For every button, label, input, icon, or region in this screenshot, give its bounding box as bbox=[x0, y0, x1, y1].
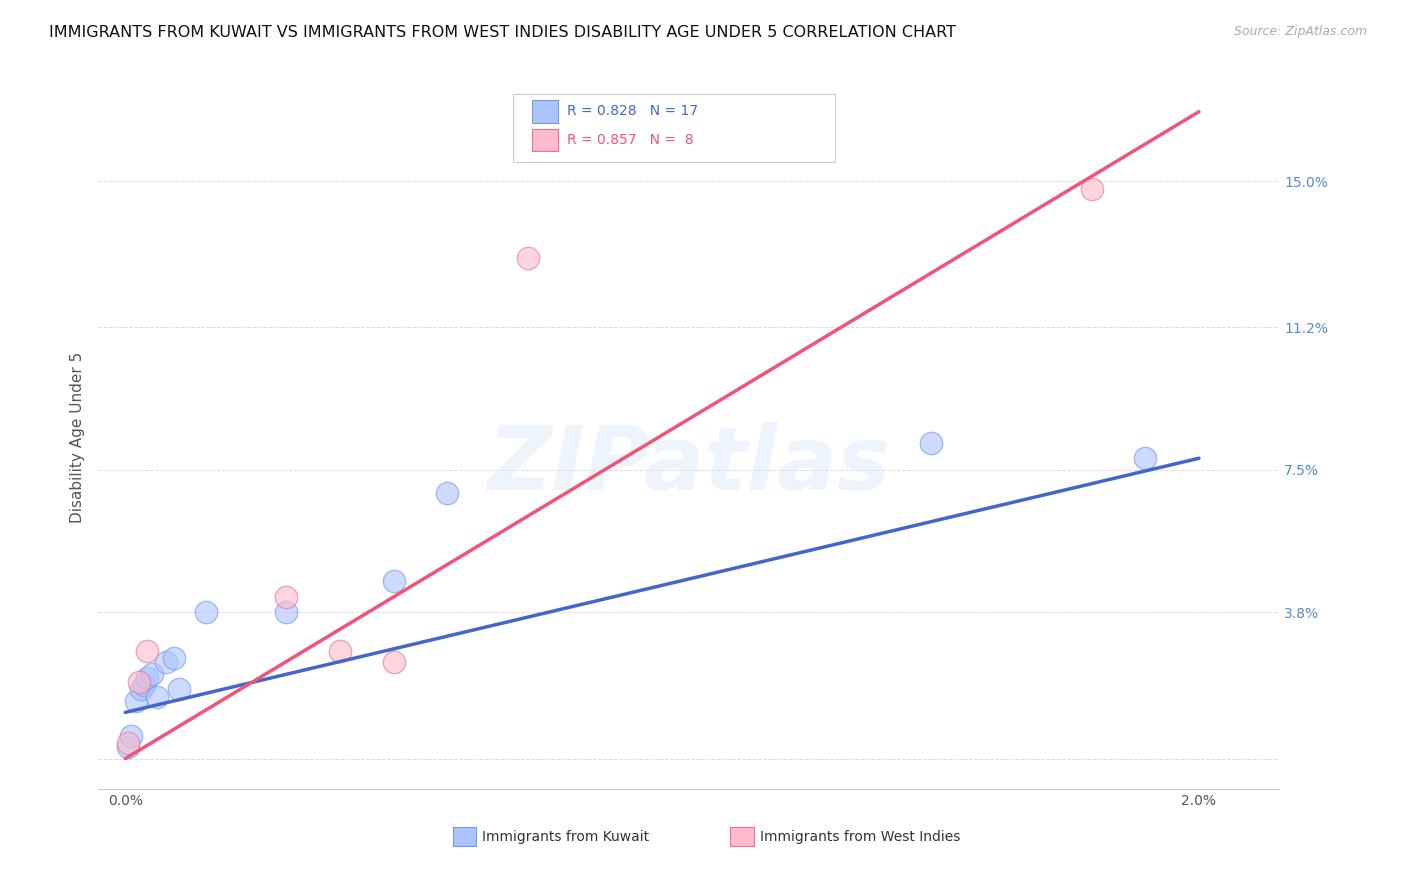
FancyBboxPatch shape bbox=[531, 128, 558, 152]
Point bbox=[141, 666, 163, 681]
FancyBboxPatch shape bbox=[513, 94, 835, 161]
Point bbox=[329, 644, 352, 658]
Text: Source: ZipAtlas.com: Source: ZipAtlas.com bbox=[1233, 25, 1367, 38]
Point bbox=[167, 682, 190, 697]
Text: Immigrants from Kuwait: Immigrants from Kuwait bbox=[482, 830, 650, 844]
Text: IMMIGRANTS FROM KUWAIT VS IMMIGRANTS FROM WEST INDIES DISABILITY AGE UNDER 5 COR: IMMIGRANTS FROM KUWAIT VS IMMIGRANTS FRO… bbox=[49, 25, 956, 40]
Point bbox=[132, 678, 155, 692]
Text: R = 0.828   N = 17: R = 0.828 N = 17 bbox=[567, 104, 699, 119]
Point bbox=[516, 251, 538, 265]
Text: Immigrants from West Indies: Immigrants from West Indies bbox=[759, 830, 960, 844]
Point bbox=[125, 694, 148, 708]
Point bbox=[155, 656, 177, 670]
FancyBboxPatch shape bbox=[453, 828, 477, 846]
Text: ZIPatlas: ZIPatlas bbox=[488, 422, 890, 508]
Point bbox=[382, 574, 405, 589]
Point bbox=[135, 644, 157, 658]
Point bbox=[382, 656, 405, 670]
Text: R = 0.857   N =  8: R = 0.857 N = 8 bbox=[567, 133, 695, 147]
FancyBboxPatch shape bbox=[531, 100, 558, 123]
Point bbox=[920, 435, 942, 450]
Y-axis label: Disability Age Under 5: Disability Age Under 5 bbox=[69, 351, 84, 523]
Point bbox=[1080, 182, 1102, 196]
Point bbox=[162, 651, 184, 665]
Point bbox=[194, 605, 217, 619]
Point bbox=[135, 671, 157, 685]
Point bbox=[117, 740, 139, 755]
Point bbox=[128, 674, 150, 689]
Point bbox=[146, 690, 169, 704]
Point bbox=[276, 605, 298, 619]
Point bbox=[131, 682, 153, 697]
Point bbox=[1135, 451, 1157, 466]
Point bbox=[436, 486, 458, 500]
Point bbox=[276, 590, 298, 604]
Point bbox=[117, 736, 139, 750]
Point bbox=[120, 729, 142, 743]
FancyBboxPatch shape bbox=[730, 828, 754, 846]
